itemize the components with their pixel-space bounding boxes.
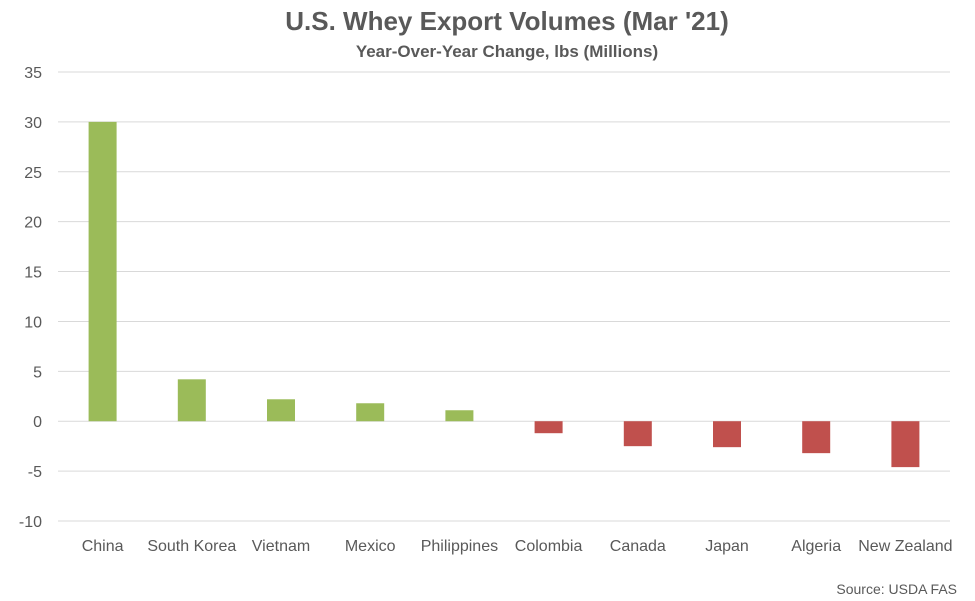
x-tick-label: Canada <box>610 538 666 555</box>
y-tick-label: -5 <box>28 464 42 481</box>
x-tick-label: Philippines <box>421 538 498 555</box>
chart-subtitle: Year-Over-Year Change, lbs (Millions) <box>355 42 659 61</box>
x-tick-label: New Zealand <box>858 538 952 555</box>
y-tick-label: 20 <box>24 215 42 232</box>
x-tick-label: Vietnam <box>252 538 310 555</box>
bars <box>88 121 920 468</box>
bar-canada <box>623 421 652 447</box>
bar-vietnam <box>267 399 295 422</box>
y-tick-label: 25 <box>24 165 42 182</box>
y-tick-label: 0 <box>33 414 42 431</box>
bar-algeria <box>802 421 831 454</box>
y-tick-label: 5 <box>33 364 42 381</box>
bar-mexico <box>356 403 385 422</box>
bar-colombia <box>534 421 563 434</box>
gridlines <box>58 71 950 522</box>
x-tick-label: Colombia <box>515 538 583 555</box>
x-tick-label: Mexico <box>345 538 396 555</box>
x-axis-ticks: China South Korea Vietnam Mexico Philippines… <box>82 538 953 555</box>
y-axis-ticks: 35 30 25 20 15 10 5 0 -5 -10 <box>19 65 42 531</box>
x-tick-label: China <box>82 538 124 555</box>
y-tick-label: 30 <box>24 115 42 132</box>
bar-china <box>88 121 117 422</box>
source-note: Source: USDA FAS <box>836 581 957 597</box>
x-tick-label: South Korea <box>147 538 236 555</box>
y-tick-label: -10 <box>19 514 42 531</box>
y-tick-label: 10 <box>24 314 42 331</box>
y-tick-label: 35 <box>24 65 42 82</box>
bar-japan <box>713 421 741 448</box>
bar-new-zealand <box>891 421 920 468</box>
chart-title: U.S. Whey Export Volumes (Mar '21) <box>285 6 729 36</box>
x-tick-label: Algeria <box>791 538 841 555</box>
y-tick-label: 15 <box>24 265 42 282</box>
x-tick-label: Japan <box>705 538 749 555</box>
bar-philippines <box>445 410 474 422</box>
bar-south-korea <box>177 379 206 422</box>
